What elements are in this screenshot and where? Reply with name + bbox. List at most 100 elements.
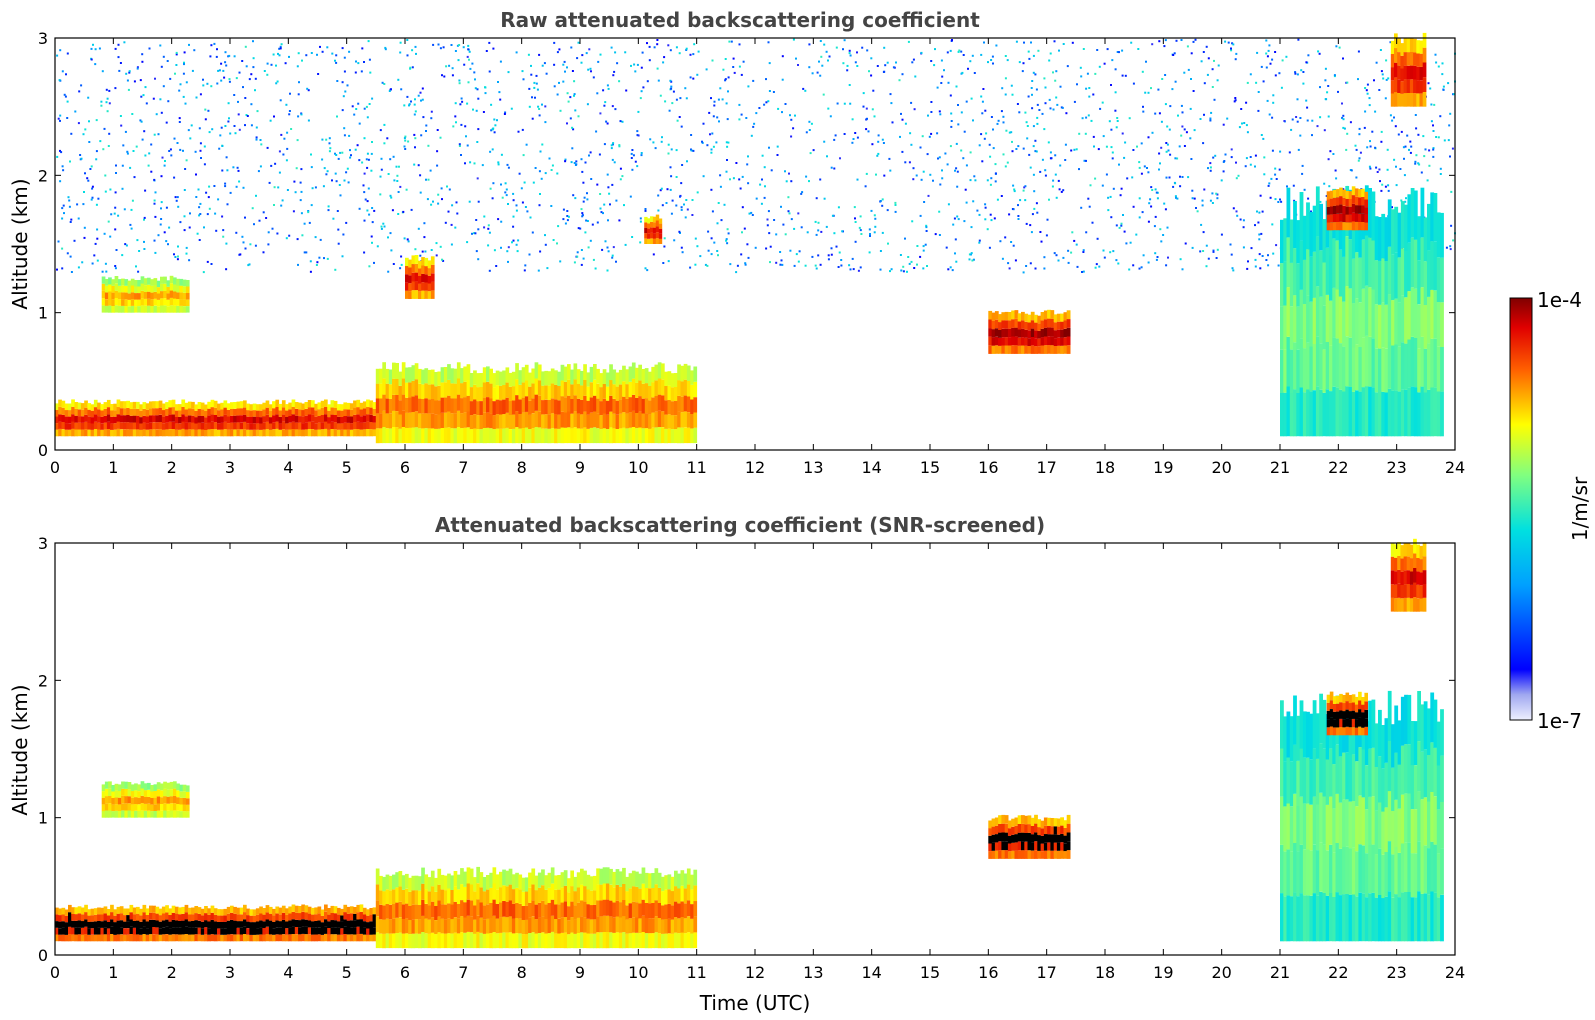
noise-pixel (307, 211, 310, 214)
heatmap-cell (674, 387, 678, 401)
heatmap-cell (1004, 345, 1009, 354)
noise-pixel (846, 64, 849, 67)
heatmap-cell (278, 914, 283, 922)
heatmap-cell (505, 397, 510, 413)
heatmap-cell (200, 928, 205, 935)
heatmap-cell (1336, 197, 1340, 206)
heatmap-cell (430, 256, 435, 265)
noise-pixel (822, 93, 825, 96)
noise-pixel (383, 142, 386, 145)
heatmap-cell (570, 428, 574, 444)
heatmap-cell (101, 797, 106, 805)
noise-pixel (239, 253, 242, 256)
noise-pixel (1296, 73, 1299, 76)
noise-pixel (686, 160, 688, 163)
noise-pixel (475, 250, 478, 253)
noise-pixel (798, 250, 801, 253)
heatmap-cell (114, 276, 119, 284)
heatmap-cell (317, 913, 322, 921)
heatmap-cell (61, 907, 66, 915)
noise-pixel (297, 115, 300, 118)
noise-pixel (107, 145, 110, 147)
heatmap-cell (440, 427, 445, 444)
heatmap-cell (349, 416, 354, 424)
noise-pixel (1447, 82, 1450, 85)
heatmap-cell (139, 429, 143, 437)
heatmap-cell (165, 429, 169, 437)
heatmap-cell (677, 411, 681, 428)
heatmap-cell (71, 907, 75, 914)
noise-pixel (1410, 145, 1413, 148)
noise-pixel (618, 219, 621, 222)
noise-pixel (1328, 185, 1331, 188)
heatmap-cell (149, 429, 153, 437)
noise-pixel (1366, 83, 1369, 86)
heatmap-cell (155, 927, 160, 935)
heatmap-cell (650, 221, 654, 228)
heatmap-cell (450, 383, 455, 399)
heatmap-cell (226, 906, 231, 914)
heatmap-cell (123, 908, 127, 915)
noise-pixel (877, 140, 880, 143)
noise-pixel (476, 177, 479, 180)
noise-pixel (1174, 195, 1177, 198)
heatmap-cell (447, 364, 451, 380)
noise-pixel (1250, 247, 1253, 250)
noise-pixel (1404, 145, 1407, 148)
noise-pixel (1384, 185, 1387, 188)
heatmap-cell (108, 803, 112, 811)
heatmap-cell (1358, 222, 1362, 231)
noise-pixel (1451, 147, 1454, 150)
noise-pixel (1098, 265, 1101, 268)
noise-pixel (613, 161, 616, 164)
noise-pixel (765, 101, 768, 104)
heatmap-cell (97, 416, 101, 423)
heatmap-cell (301, 423, 305, 430)
heatmap-cell (84, 407, 88, 415)
heatmap-cell (320, 429, 325, 437)
noise-pixel (727, 232, 730, 235)
heatmap-cell (994, 319, 999, 329)
heatmap-cell (152, 429, 156, 437)
heatmap-cell (259, 423, 263, 430)
heatmap-cell (664, 386, 668, 401)
heatmap-cell (680, 365, 685, 382)
heatmap-cell (1390, 40, 1395, 54)
noise-pixel (1343, 127, 1346, 130)
noise-pixel (571, 147, 574, 150)
noise-pixel (646, 269, 649, 272)
noise-pixel (950, 120, 953, 122)
heatmap-cell (104, 279, 109, 286)
heatmap-cell (479, 429, 484, 444)
heatmap-cell (194, 429, 199, 437)
noise-pixel (606, 269, 609, 272)
noise-pixel (1164, 39, 1167, 42)
heatmap-cell (424, 383, 429, 399)
heatmap-cell (58, 414, 62, 422)
heatmap-cell (1338, 296, 1343, 344)
noise-pixel (164, 160, 166, 162)
heatmap-cell (346, 422, 351, 430)
noise-pixel (383, 83, 386, 85)
noise-pixel (716, 250, 719, 252)
noise-pixel (410, 100, 412, 103)
heatmap-cell (317, 422, 322, 430)
heatmap-cell (1338, 389, 1343, 437)
noise-pixel (930, 111, 933, 113)
heatmap-cell (583, 427, 587, 444)
heatmap-cell (1326, 206, 1331, 215)
noise-pixel (659, 189, 662, 192)
heatmap-cell (288, 906, 292, 914)
heatmap-cell (1351, 303, 1356, 348)
noise-pixel (343, 179, 346, 182)
noise-pixel (174, 256, 177, 258)
heatmap-cell (1387, 294, 1392, 342)
heatmap-cell (550, 428, 555, 444)
noise-pixel (474, 87, 477, 90)
noise-pixel (862, 92, 865, 95)
noise-pixel (314, 186, 317, 189)
heatmap-cell (291, 933, 296, 942)
noise-pixel (499, 98, 502, 101)
heatmap-cell (149, 919, 153, 927)
heatmap-cell (106, 921, 111, 929)
